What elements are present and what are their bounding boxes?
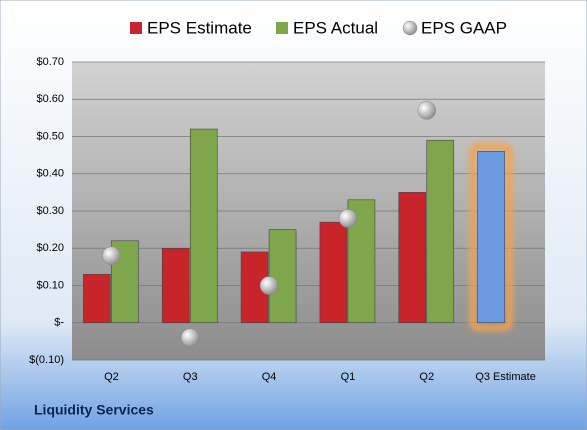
y-tick-label: $0.50 (36, 130, 64, 142)
y-tick-label: $(0.10) (29, 354, 64, 366)
bar (83, 274, 111, 324)
footer: Liquidity Services (34, 402, 154, 418)
y-tick-label: $0.60 (36, 93, 64, 105)
gaap-marker (102, 246, 121, 265)
bar (268, 229, 297, 324)
y-tick-label: $0.10 (36, 279, 64, 291)
legend-label: EPS GAAP (421, 18, 507, 37)
bar (189, 128, 218, 324)
x-tick-label: Q3 Estimate (475, 371, 536, 383)
y-tick-label: $0.70 (36, 56, 64, 68)
gaap-marker (259, 276, 279, 295)
legend-label: EPS Estimate (147, 18, 252, 37)
gaap-marker (181, 328, 200, 347)
y-tick-label: $0.40 (36, 168, 64, 180)
x-tick-label: Q2 (104, 371, 119, 383)
x-tick-label: Q3 (183, 371, 198, 383)
legend-label: EPS Actual (293, 18, 378, 37)
y-tick-label: $0.30 (36, 205, 64, 217)
x-tick-label: Q1 (341, 371, 356, 383)
legend-marker (276, 22, 288, 34)
bar (426, 139, 455, 324)
y-tick-label: $- (54, 317, 64, 329)
bar (161, 247, 190, 324)
bar (477, 151, 505, 324)
x-tick-label: Q4 (262, 371, 277, 383)
gaap-marker (338, 209, 358, 228)
gaap-marker (417, 101, 436, 120)
bar (319, 221, 348, 324)
legend-marker (130, 22, 142, 34)
legend-marker (402, 20, 418, 36)
y-tick-label: $0.20 (36, 242, 64, 254)
highlight-glow (469, 143, 513, 331)
bar (398, 192, 427, 324)
x-tick-label: Q2 (419, 371, 434, 383)
